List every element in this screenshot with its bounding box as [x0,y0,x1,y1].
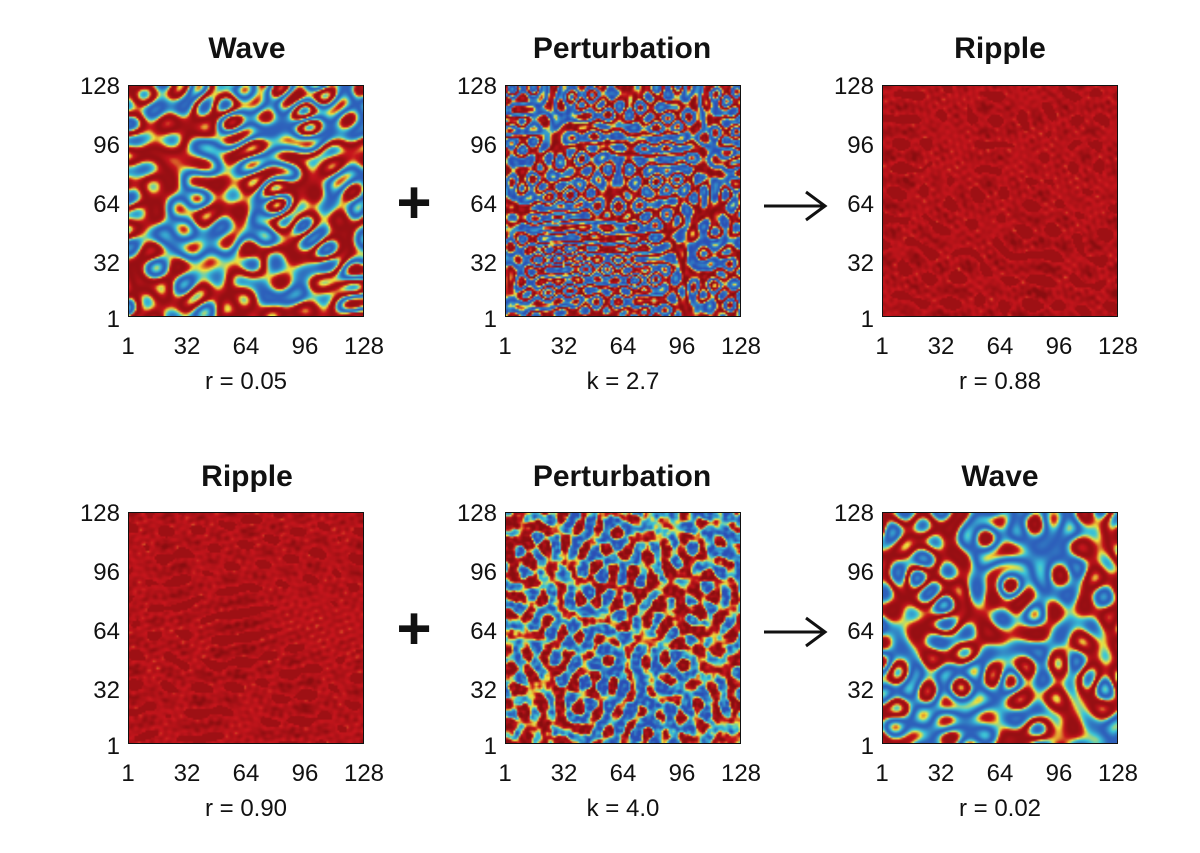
y-tick-1: 1 [860,306,874,333]
x-tick-64: 64 [986,760,1014,787]
y-tick-96: 96 [93,559,120,586]
x-tick-32: 32 [173,760,201,787]
x-tick-96: 96 [668,760,696,787]
heatmap-plot [128,512,364,744]
x-tick-128: 128 [720,333,762,360]
right-arrow-icon [764,190,828,222]
y-tick-32: 32 [93,677,120,704]
y-tick-32: 32 [847,677,874,704]
heatmap-plot [128,85,364,317]
panel-title: Perturbation [532,32,712,65]
heatmap-canvas [506,513,740,743]
x-tick-32: 32 [927,333,955,360]
panel-parameter: r = 0.02 [958,795,1042,822]
panel-parameter: r = 0.88 [958,368,1042,395]
y-tick-64: 64 [847,618,874,645]
plus-operator: + [396,595,432,662]
x-tick-64: 64 [232,760,260,787]
y-tick-64: 64 [93,191,120,218]
x-tick-1: 1 [498,760,512,787]
y-tick-96: 96 [470,132,497,159]
panel-title: Ripple [954,32,1046,65]
x-tick-128: 128 [720,760,762,787]
x-tick-128: 128 [343,333,385,360]
y-tick-128: 128 [79,73,120,100]
heatmap-plot [882,85,1118,317]
x-tick-128: 128 [1097,333,1139,360]
panel-title: Ripple [201,460,293,493]
x-tick-64: 64 [609,760,637,787]
y-tick-32: 32 [847,250,874,277]
y-tick-1: 1 [483,733,497,760]
x-tick-32: 32 [550,760,578,787]
panel-title: Wave [961,460,1039,493]
y-tick-1: 1 [483,306,497,333]
x-tick-64: 64 [232,333,260,360]
y-tick-128: 128 [79,500,120,527]
y-tick-64: 64 [93,618,120,645]
panel-parameter: r = 0.05 [204,368,288,395]
x-tick-64: 64 [609,333,637,360]
y-tick-128: 128 [456,73,497,100]
heatmap-plot [505,85,741,317]
y-tick-32: 32 [470,250,497,277]
panel-parameter: k = 4.0 [586,795,660,822]
y-tick-96: 96 [847,132,874,159]
x-tick-96: 96 [668,333,696,360]
y-tick-1: 1 [106,733,120,760]
heatmap-canvas [883,513,1117,743]
x-tick-1: 1 [875,333,889,360]
x-tick-128: 128 [343,760,385,787]
x-tick-32: 32 [173,333,201,360]
x-tick-1: 1 [498,333,512,360]
y-tick-1: 1 [860,733,874,760]
x-tick-96: 96 [291,760,319,787]
x-tick-96: 96 [1045,760,1073,787]
panel-title: Perturbation [532,460,712,493]
heatmap-canvas [506,86,740,316]
right-arrow-icon [764,616,828,648]
y-tick-1: 1 [106,306,120,333]
y-tick-32: 32 [93,250,120,277]
x-tick-64: 64 [986,333,1014,360]
y-tick-64: 64 [470,618,497,645]
panel-title: Wave [208,32,286,65]
heatmap-plot [882,512,1118,744]
x-tick-96: 96 [1045,333,1073,360]
heatmap-plot [505,512,741,744]
x-tick-96: 96 [291,333,319,360]
x-tick-1: 1 [875,760,889,787]
heatmap-canvas [129,513,363,743]
x-tick-32: 32 [927,760,955,787]
y-tick-128: 128 [833,73,874,100]
plus-operator: + [396,169,432,236]
y-tick-64: 64 [470,191,497,218]
y-tick-96: 96 [93,132,120,159]
y-tick-96: 96 [470,559,497,586]
x-tick-1: 1 [121,760,135,787]
y-tick-64: 64 [847,191,874,218]
y-tick-128: 128 [456,500,497,527]
heatmap-canvas [129,86,363,316]
x-tick-1: 1 [121,333,135,360]
y-tick-32: 32 [470,677,497,704]
x-tick-128: 128 [1097,760,1139,787]
x-tick-32: 32 [550,333,578,360]
panel-parameter: k = 2.7 [586,368,660,395]
y-tick-128: 128 [833,500,874,527]
y-tick-96: 96 [847,559,874,586]
panel-parameter: r = 0.90 [204,795,288,822]
heatmap-canvas [883,86,1117,316]
